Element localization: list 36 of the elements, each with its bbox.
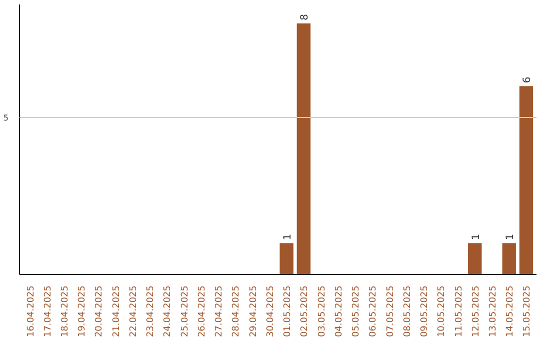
x-tick-label: 10.05.2025: [437, 286, 448, 338]
x-tick-label: 02.05.2025: [300, 286, 310, 338]
x-tick-label: 09.05.2025: [420, 286, 430, 338]
x-tick-label: 14.05.2025: [506, 286, 516, 338]
x-tick-label: 01.05.2025: [283, 286, 294, 338]
data-label: 6: [522, 76, 534, 84]
x-tick-label: 15.05.2025: [522, 286, 533, 338]
x-tick-label: 30.04.2025: [266, 286, 276, 338]
x-tick-label: 28.04.2025: [232, 286, 242, 338]
x-tick-label: 04.05.2025: [334, 286, 344, 338]
x-tick-label: 19.04.2025: [78, 286, 88, 338]
x-tick-label: 24.04.2025: [163, 286, 174, 338]
x-tick-label: 07.05.2025: [386, 286, 396, 338]
x-tick-label: 21.04.2025: [112, 286, 122, 338]
x-tick-label: 12.05.2025: [471, 286, 482, 338]
x-tick-label: 23.04.2025: [146, 286, 156, 338]
x-tick-label: 16.04.2025: [26, 286, 36, 338]
ref-line-label: 5: [3, 114, 9, 123]
x-tick-label: 05.05.2025: [352, 286, 362, 338]
data-label: 1: [282, 234, 294, 240]
x-tick-label: 22.04.2025: [128, 286, 139, 338]
x-tick-label: 25.04.2025: [180, 286, 190, 338]
x-tick-label: 27.04.2025: [214, 286, 225, 338]
x-tick-label: 20.04.2025: [94, 286, 105, 338]
x-tick-label: 17.04.2025: [43, 286, 54, 338]
x-tick-label: 06.05.2025: [368, 286, 379, 338]
x-tick-label: 11.05.2025: [454, 286, 464, 338]
x-tick-label: 08.05.2025: [402, 286, 413, 338]
x-tick-label: 29.04.2025: [248, 286, 259, 338]
x-tick-label: 13.05.2025: [488, 286, 498, 338]
x-tick-label: 18.04.2025: [60, 286, 71, 338]
data-label: 1: [470, 234, 482, 240]
x-tick-label: 26.04.2025: [197, 286, 208, 338]
data-label: 8: [300, 14, 311, 20]
x-tick-label: 03.05.2025: [317, 286, 328, 338]
data-label: 1: [505, 234, 516, 240]
